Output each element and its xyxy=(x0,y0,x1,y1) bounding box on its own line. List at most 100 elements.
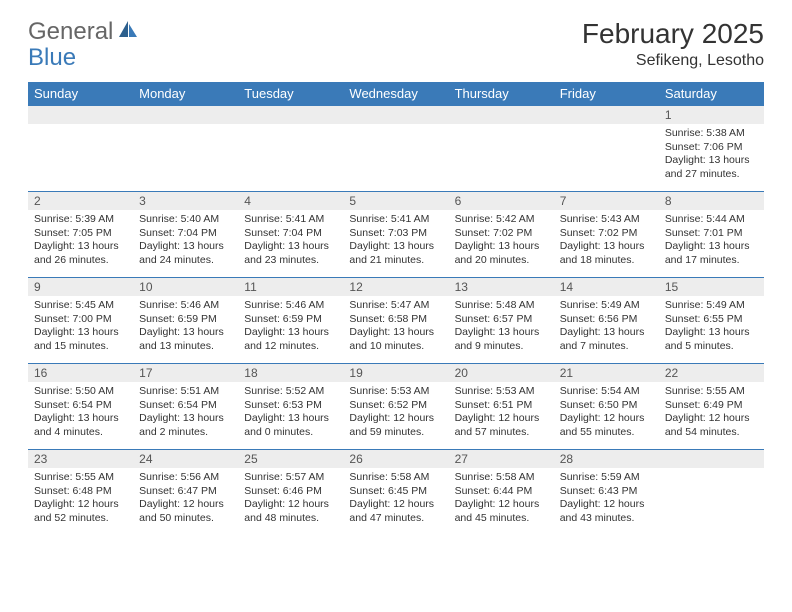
sunrise-text: Sunrise: 5:55 AM xyxy=(34,471,127,485)
sunset-text: Sunset: 6:54 PM xyxy=(34,399,127,413)
day-number: 14 xyxy=(554,278,659,296)
week-row: 23Sunrise: 5:55 AMSunset: 6:48 PMDayligh… xyxy=(28,450,764,536)
day-cell: 12Sunrise: 5:47 AMSunset: 6:58 PMDayligh… xyxy=(343,278,448,364)
day-cell: 21Sunrise: 5:54 AMSunset: 6:50 PMDayligh… xyxy=(554,364,659,450)
day-number xyxy=(238,106,343,124)
daylight-text: Daylight: 13 hours and 9 minutes. xyxy=(455,326,548,353)
day-number: 26 xyxy=(343,450,448,468)
sunset-text: Sunset: 7:06 PM xyxy=(665,141,758,155)
title-block: February 2025 Sefikeng, Lesotho xyxy=(582,18,764,70)
day-body: Sunrise: 5:55 AMSunset: 6:49 PMDaylight:… xyxy=(659,382,764,444)
day-body: Sunrise: 5:55 AMSunset: 6:48 PMDaylight:… xyxy=(28,468,133,530)
day-number: 17 xyxy=(133,364,238,382)
month-title: February 2025 xyxy=(582,18,764,50)
sunset-text: Sunset: 6:44 PM xyxy=(455,485,548,499)
day-cell: 13Sunrise: 5:48 AMSunset: 6:57 PMDayligh… xyxy=(449,278,554,364)
daylight-text: Daylight: 13 hours and 27 minutes. xyxy=(665,154,758,181)
day-number xyxy=(133,106,238,124)
day-number: 12 xyxy=(343,278,448,296)
day-body: Sunrise: 5:53 AMSunset: 6:51 PMDaylight:… xyxy=(449,382,554,444)
day-cell: 1 Sunrise: 5:38 AMSunset: 7:06 PMDaylight… xyxy=(659,106,764,192)
daylight-text: Daylight: 13 hours and 13 minutes. xyxy=(139,326,232,353)
daylight-text: Daylight: 13 hours and 10 minutes. xyxy=(349,326,442,353)
day-number xyxy=(554,106,659,124)
day-body: Sunrise: 5:42 AMSunset: 7:02 PMDaylight:… xyxy=(449,210,554,272)
day-number: 27 xyxy=(449,450,554,468)
day-body: Sunrise: 5:39 AMSunset: 7:05 PMDaylight:… xyxy=(28,210,133,272)
sunrise-text: Sunrise: 5:58 AM xyxy=(349,471,442,485)
sunset-text: Sunset: 7:02 PM xyxy=(560,227,653,241)
sunrise-text: Sunrise: 5:58 AM xyxy=(455,471,548,485)
daylight-text: Daylight: 13 hours and 17 minutes. xyxy=(665,240,758,267)
daylight-text: Daylight: 12 hours and 59 minutes. xyxy=(349,412,442,439)
day-cell: 5Sunrise: 5:41 AMSunset: 7:03 PMDaylight… xyxy=(343,192,448,278)
sunrise-text: Sunrise: 5:38 AM xyxy=(665,127,758,141)
day-number: 11 xyxy=(238,278,343,296)
sunrise-text: Sunrise: 5:46 AM xyxy=(139,299,232,313)
sunset-text: Sunset: 6:56 PM xyxy=(560,313,653,327)
sunset-text: Sunset: 6:58 PM xyxy=(349,313,442,327)
day-body: Sunrise: 5:40 AMSunset: 7:04 PMDaylight:… xyxy=(133,210,238,272)
daylight-text: Daylight: 13 hours and 12 minutes. xyxy=(244,326,337,353)
day-number: 3 xyxy=(133,192,238,210)
daylight-text: Daylight: 13 hours and 21 minutes. xyxy=(349,240,442,267)
day-header-fri: Friday xyxy=(554,82,659,106)
day-body: Sunrise: 5:57 AMSunset: 6:46 PMDaylight:… xyxy=(238,468,343,530)
day-cell xyxy=(28,106,133,192)
daylight-text: Daylight: 12 hours and 43 minutes. xyxy=(560,498,653,525)
day-number: 16 xyxy=(28,364,133,382)
sunset-text: Sunset: 6:49 PM xyxy=(665,399,758,413)
day-number: 28 xyxy=(554,450,659,468)
sail-icon xyxy=(117,18,139,46)
logo-text-general: General xyxy=(28,18,113,46)
day-body: Sunrise: 5:58 AMSunset: 6:44 PMDaylight:… xyxy=(449,468,554,530)
day-number: 6 xyxy=(449,192,554,210)
day-body: Sunrise: 5:56 AMSunset: 6:47 PMDaylight:… xyxy=(133,468,238,530)
day-number: 1 xyxy=(659,106,764,124)
day-number: 10 xyxy=(133,278,238,296)
day-cell: 4Sunrise: 5:41 AMSunset: 7:04 PMDaylight… xyxy=(238,192,343,278)
day-cell xyxy=(554,106,659,192)
day-number: 20 xyxy=(449,364,554,382)
day-cell: 27Sunrise: 5:58 AMSunset: 6:44 PMDayligh… xyxy=(449,450,554,536)
sunrise-text: Sunrise: 5:45 AM xyxy=(34,299,127,313)
day-body: Sunrise: 5:50 AMSunset: 6:54 PMDaylight:… xyxy=(28,382,133,444)
sunset-text: Sunset: 6:55 PM xyxy=(665,313,758,327)
sunrise-text: Sunrise: 5:59 AM xyxy=(560,471,653,485)
day-number: 5 xyxy=(343,192,448,210)
day-cell: 17Sunrise: 5:51 AMSunset: 6:54 PMDayligh… xyxy=(133,364,238,450)
day-body: Sunrise: 5:47 AMSunset: 6:58 PMDaylight:… xyxy=(343,296,448,358)
day-cell xyxy=(133,106,238,192)
daylight-text: Daylight: 12 hours and 47 minutes. xyxy=(349,498,442,525)
day-body: Sunrise: 5:49 AMSunset: 6:56 PMDaylight:… xyxy=(554,296,659,358)
sunset-text: Sunset: 6:59 PM xyxy=(139,313,232,327)
sunrise-text: Sunrise: 5:44 AM xyxy=(665,213,758,227)
sunset-text: Sunset: 7:05 PM xyxy=(34,227,127,241)
day-cell: 16Sunrise: 5:50 AMSunset: 6:54 PMDayligh… xyxy=(28,364,133,450)
day-cell: 10Sunrise: 5:46 AMSunset: 6:59 PMDayligh… xyxy=(133,278,238,364)
day-body: Sunrise: 5:52 AMSunset: 6:53 PMDaylight:… xyxy=(238,382,343,444)
sunset-text: Sunset: 7:04 PM xyxy=(139,227,232,241)
day-body: Sunrise: 5:46 AMSunset: 6:59 PMDaylight:… xyxy=(133,296,238,358)
sunset-text: Sunset: 6:50 PM xyxy=(560,399,653,413)
day-header-tue: Tuesday xyxy=(238,82,343,106)
day-header-sun: Sunday xyxy=(28,82,133,106)
day-number: 9 xyxy=(28,278,133,296)
sunrise-text: Sunrise: 5:49 AM xyxy=(665,299,758,313)
day-header-thu: Thursday xyxy=(449,82,554,106)
sunrise-text: Sunrise: 5:52 AM xyxy=(244,385,337,399)
day-cell: 19Sunrise: 5:53 AMSunset: 6:52 PMDayligh… xyxy=(343,364,448,450)
sunset-text: Sunset: 6:54 PM xyxy=(139,399,232,413)
day-body: Sunrise: 5:46 AMSunset: 6:59 PMDaylight:… xyxy=(238,296,343,358)
day-cell: 18Sunrise: 5:52 AMSunset: 6:53 PMDayligh… xyxy=(238,364,343,450)
day-number: 2 xyxy=(28,192,133,210)
daylight-text: Daylight: 12 hours and 52 minutes. xyxy=(34,498,127,525)
sunset-text: Sunset: 6:43 PM xyxy=(560,485,653,499)
sunset-text: Sunset: 6:52 PM xyxy=(349,399,442,413)
daylight-text: Daylight: 13 hours and 4 minutes. xyxy=(34,412,127,439)
day-cell: 11Sunrise: 5:46 AMSunset: 6:59 PMDayligh… xyxy=(238,278,343,364)
sunset-text: Sunset: 7:03 PM xyxy=(349,227,442,241)
sunrise-text: Sunrise: 5:43 AM xyxy=(560,213,653,227)
calendar-body: 1Sunrise: 5:38 AMSunset: 7:06 PMDaylight… xyxy=(28,106,764,536)
sunrise-text: Sunrise: 5:41 AM xyxy=(244,213,337,227)
